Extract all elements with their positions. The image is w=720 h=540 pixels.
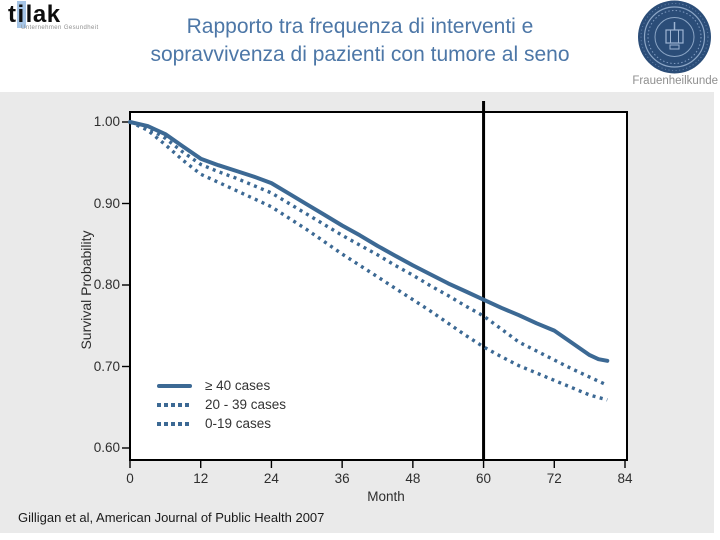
legend-label: 0-19 cases bbox=[205, 416, 272, 431]
series-line-0 bbox=[128, 120, 610, 363]
tilak-logo-subtitle: Unternehmen Gesundheit bbox=[21, 25, 99, 31]
citation-text: Gilligan et al, American Journal of Publ… bbox=[18, 510, 325, 525]
chart-legend: ≥ 40 cases 20 - 39 cases 0-19 cases bbox=[157, 376, 286, 433]
seal-caption: Frauenheilkunde bbox=[632, 75, 718, 87]
legend-swatch-dotted-line-icon bbox=[157, 421, 192, 426]
series-line-2 bbox=[129, 120, 608, 402]
slide-title-line2: sopravvivenza di pazienti con tumore al … bbox=[150, 43, 570, 66]
legend-swatch-dotted-line-icon bbox=[157, 402, 192, 407]
tilak-logo: tilak Unternehmen Gesundheit bbox=[8, 1, 99, 32]
legend-item-20-39: 20 - 39 cases bbox=[157, 395, 286, 414]
slide-header: tilak Unternehmen Gesundheit Rapporto tr… bbox=[0, 0, 720, 92]
slide-title-line1: Rapporto tra frequenza di interventi e bbox=[186, 15, 534, 38]
tilak-logo-text: tilak bbox=[8, 1, 61, 28]
tilak-logo-highlight: i bbox=[16, 1, 26, 28]
legend-swatch-solid-line-icon bbox=[157, 383, 192, 388]
legend-label: ≥ 40 cases bbox=[205, 378, 271, 393]
university-seal-icon bbox=[638, 0, 711, 74]
legend-item-ge40: ≥ 40 cases bbox=[157, 376, 286, 395]
slide-title: Rapporto tra frequenza di interventi e s… bbox=[90, 13, 630, 69]
legend-label: 20 - 39 cases bbox=[205, 397, 287, 412]
legend-item-0-19: 0-19 cases bbox=[157, 414, 286, 433]
